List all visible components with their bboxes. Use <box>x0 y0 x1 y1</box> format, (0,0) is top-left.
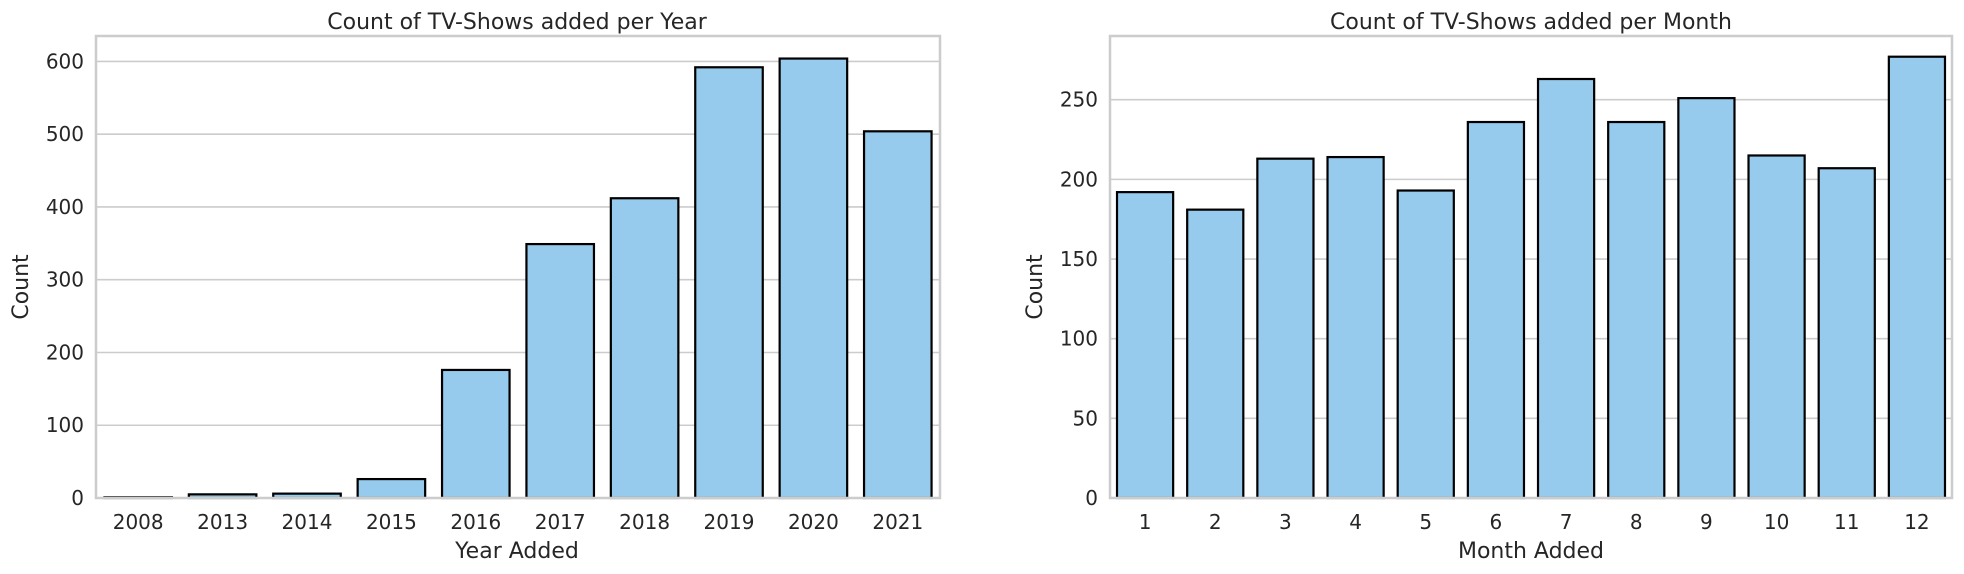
x-tick-label: 2016 <box>450 510 501 534</box>
x-tick-label: 1 <box>1139 510 1152 534</box>
bar <box>1747 154 1806 500</box>
x-tick-label: 2020 <box>788 510 839 534</box>
x-tick-label: 10 <box>1764 510 1789 534</box>
y-tick-label: 150 <box>1060 247 1098 271</box>
x-tick-label: 9 <box>1700 510 1713 534</box>
bar <box>1677 97 1736 500</box>
x-tick-label: 2017 <box>535 510 586 534</box>
y-tick-label: 200 <box>46 340 84 364</box>
x-tick-label: 2008 <box>113 510 164 534</box>
plot-frame <box>94 34 942 500</box>
bar <box>1536 77 1596 500</box>
x-tick-label: 2013 <box>197 510 248 534</box>
chart-tv-shows-per-month: Count of TV-Shows added per Month Month … <box>1023 10 1954 564</box>
bar <box>862 130 933 500</box>
chart-title: Count of TV-Shows added per Month <box>1330 10 1732 35</box>
bar <box>1607 120 1666 500</box>
bar <box>1115 191 1175 500</box>
y-tick-label: 600 <box>46 49 84 73</box>
y-axis-label: Count <box>9 254 34 320</box>
y-tick-label: 100 <box>46 413 84 437</box>
bar <box>1817 167 1876 500</box>
plot-frame <box>1108 34 1954 500</box>
x-axis-label: Month Added <box>1458 539 1604 564</box>
y-tick-label: 50 <box>1073 406 1098 430</box>
bar <box>1396 189 1455 500</box>
chart-tv-shows-per-year: Count of TV-Shows added per Year Year Ad… <box>9 10 942 564</box>
bar <box>609 197 680 500</box>
x-tick-label: 2021 <box>872 510 923 534</box>
y-tick-label: 200 <box>1060 167 1098 191</box>
y-tick-label: 0 <box>71 486 84 510</box>
bar <box>778 57 849 500</box>
bars <box>103 57 933 500</box>
x-tick-label: 12 <box>1904 510 1929 534</box>
y-axis-label: Count <box>1023 254 1048 320</box>
x-tick-label: 11 <box>1834 510 1859 534</box>
bar <box>1466 120 1526 500</box>
x-tick-label: 2018 <box>619 510 670 534</box>
x-tick-label: 2014 <box>282 510 333 534</box>
x-tick-label: 6 <box>1490 510 1503 534</box>
x-tick-label: 5 <box>1419 510 1432 534</box>
x-tick-label: 3 <box>1279 510 1292 534</box>
bar <box>440 368 511 500</box>
y-tick-label: 0 <box>1085 486 1098 510</box>
bars <box>1115 55 1947 500</box>
y-tick-label: 100 <box>1060 327 1098 351</box>
x-tick-label: 2015 <box>366 510 417 534</box>
y-tick-label: 250 <box>1060 88 1098 112</box>
bar <box>694 66 764 500</box>
bar <box>1186 208 1245 500</box>
bar <box>525 242 596 500</box>
chart-title: Count of TV-Shows added per Year <box>327 10 707 35</box>
gridlines <box>96 60 940 499</box>
bar <box>1256 157 1315 500</box>
bar <box>1326 155 1385 500</box>
y-tick-label: 300 <box>46 268 84 292</box>
x-tick-label: 7 <box>1560 510 1573 534</box>
x-axis-label: Year Added <box>454 539 579 564</box>
y-tick-label: 500 <box>46 122 84 146</box>
bar <box>356 477 427 500</box>
x-tick-label: 4 <box>1349 510 1362 534</box>
x-tick-label: 2019 <box>704 510 755 534</box>
x-tick-label: 2 <box>1209 510 1222 534</box>
bar <box>1887 55 1947 500</box>
x-tick-label: 8 <box>1630 510 1643 534</box>
y-tick-label: 400 <box>46 195 84 219</box>
